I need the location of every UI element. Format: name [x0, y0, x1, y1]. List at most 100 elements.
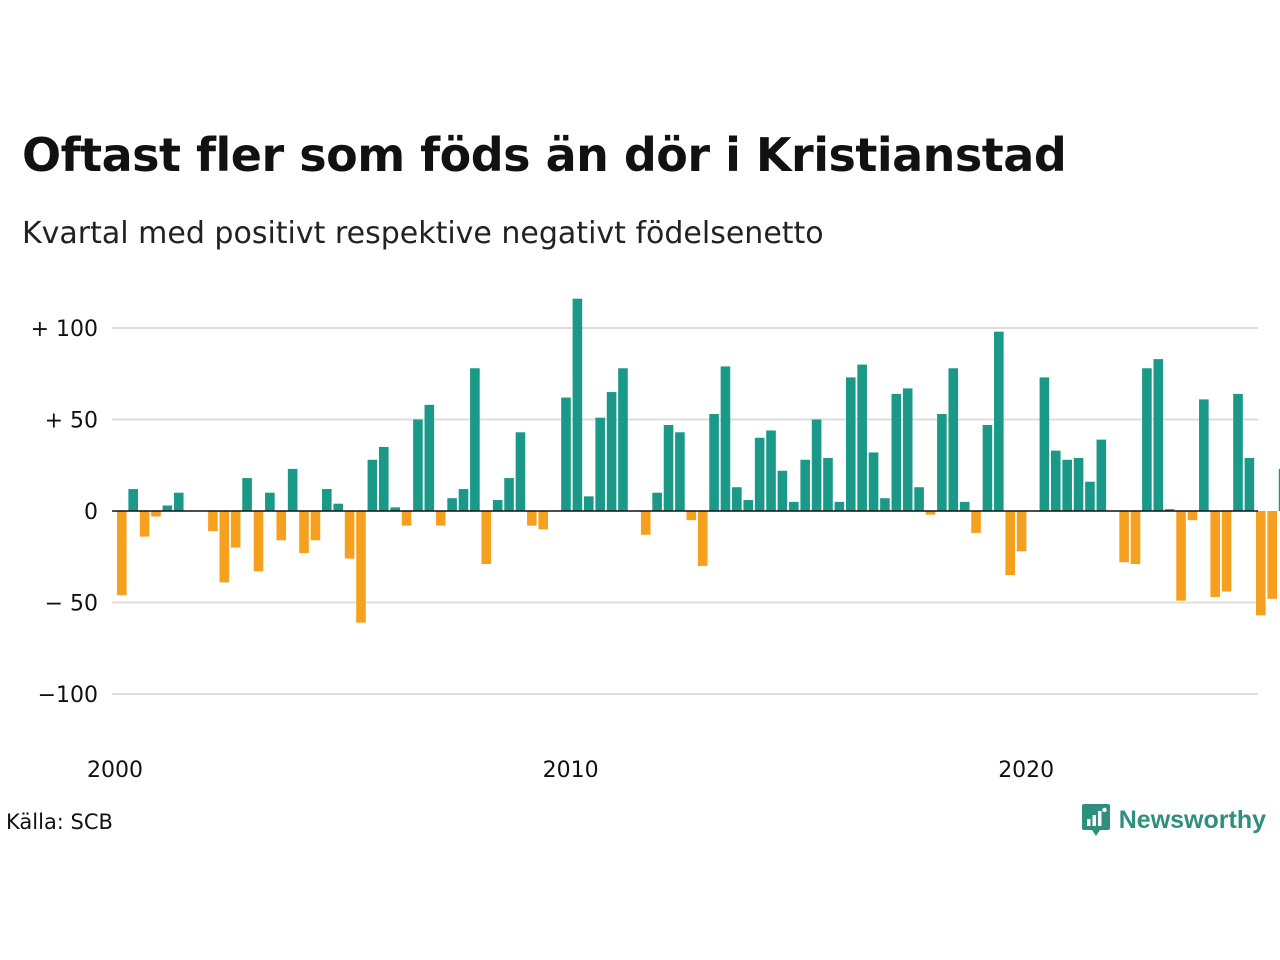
bar-2011Q1 — [618, 368, 628, 511]
bar-2019Q4 — [1016, 511, 1027, 552]
bar-2011Q3 — [640, 511, 651, 535]
chart-subtitle: Kvartal med positivt respektive negativt… — [22, 216, 824, 251]
bar-2018Q1 — [937, 414, 947, 511]
bar-2022Q2 — [1130, 511, 1141, 565]
bar-2023Q1 — [1164, 509, 1175, 511]
bar-2015Q1 — [800, 459, 810, 511]
bar-2000Q2 — [128, 489, 138, 511]
bar-2009Q1 — [527, 511, 537, 526]
source-note: Källa: SCB — [6, 810, 113, 834]
bar-2010Q2 — [583, 496, 594, 511]
y-axis-labels: + 100 + 50 0 − 50 −100 — [31, 317, 98, 708]
bar-2017Q2 — [902, 388, 913, 511]
bar-2004Q2 — [310, 511, 321, 541]
bar-2006Q2 — [401, 511, 412, 526]
y-tick-label: + 50 — [45, 409, 98, 434]
bar-2003Q4 — [287, 468, 298, 511]
bar-2021Q1 — [1073, 457, 1084, 511]
bar-2013Q3 — [732, 487, 742, 511]
bar-2021Q3 — [1096, 439, 1107, 511]
bar-2025Q2 — [1267, 511, 1277, 599]
bar-2010Q1 — [572, 298, 583, 511]
bar-2001Q2 — [173, 492, 184, 511]
y-tick-label: 0 — [84, 500, 98, 525]
bar-2003Q3 — [276, 511, 287, 541]
bar-2013Q1 — [709, 414, 719, 511]
bar-2012Q1 — [663, 424, 674, 511]
x-tick-label: 2010 — [543, 758, 599, 783]
bar-2015Q4 — [834, 501, 845, 511]
bar-2006Q1 — [390, 507, 400, 511]
bar-2019Q3 — [1005, 511, 1016, 576]
bar-2023Q2 — [1176, 511, 1186, 601]
bar-2015Q3 — [823, 457, 833, 511]
bar-2024Q4 — [1244, 457, 1255, 511]
bar-chart: + 100 + 50 0 − 50 −100 2000 2010 2020 — [31, 298, 1280, 783]
bar-2002Q4 — [242, 478, 252, 511]
y-tick-label: + 100 — [31, 317, 98, 342]
bar-2025Q3 — [1278, 468, 1280, 511]
bar-2010Q3 — [595, 417, 605, 511]
bar-2009Q4 — [561, 397, 571, 511]
bar-2018Q2 — [948, 368, 959, 511]
bar-2005Q3 — [367, 459, 378, 511]
bar-2017Q3 — [914, 487, 924, 511]
bar-2018Q4 — [971, 511, 981, 533]
bar-2004Q1 — [299, 511, 309, 554]
bar-2014Q1 — [754, 437, 765, 511]
y-tick-label: −100 — [38, 683, 98, 708]
bar-2019Q2 — [994, 331, 1004, 511]
bar-2005Q2 — [356, 511, 366, 623]
bar-2002Q1 — [208, 511, 218, 532]
bar-2014Q4 — [789, 501, 799, 511]
bar-2000Q1 — [117, 511, 127, 596]
bar-2024Q3 — [1233, 393, 1243, 511]
bar-2016Q2 — [857, 364, 867, 511]
chart-title: Oftast fler som föds än dör i Kristianst… — [22, 128, 1067, 182]
bar-2008Q3 — [504, 478, 514, 511]
bar-2005Q1 — [344, 511, 355, 559]
bar-2008Q1 — [481, 511, 492, 565]
bar-2000Q4 — [151, 511, 161, 517]
bar-2022Q4 — [1153, 359, 1164, 511]
bar-2024Q2 — [1221, 511, 1232, 592]
bar-2008Q2 — [492, 500, 503, 511]
bar-2007Q2 — [447, 498, 457, 511]
bar-2012Q2 — [675, 432, 685, 511]
bars — [117, 298, 1280, 623]
x-axis-labels: 2000 2010 2020 — [87, 758, 1054, 783]
bar-2003Q1 — [253, 511, 264, 572]
bar-2008Q4 — [515, 432, 526, 511]
bar-2020Q2 — [1039, 377, 1050, 511]
bar-2018Q3 — [959, 501, 970, 511]
bar-2016Q3 — [868, 452, 879, 511]
bar-2004Q4 — [333, 503, 344, 511]
brand-name: Newsworthy — [1118, 805, 1266, 834]
bar-2023Q3 — [1187, 511, 1198, 521]
y-tick-label: − 50 — [45, 592, 98, 617]
bar-2017Q4 — [925, 511, 936, 515]
bar-2024Q1 — [1210, 511, 1221, 598]
bar-2012Q4 — [697, 511, 708, 566]
bar-2014Q2 — [766, 430, 776, 511]
x-tick-label: 2020 — [998, 758, 1054, 783]
bar-2005Q4 — [378, 446, 389, 511]
bar-2011Q4 — [652, 492, 662, 511]
bar-2003Q2 — [265, 492, 275, 511]
bar-2016Q4 — [880, 498, 890, 511]
bar-2022Q3 — [1142, 368, 1152, 511]
newsworthy-logo-icon — [1081, 804, 1110, 836]
bar-2007Q1 — [435, 511, 446, 526]
bar-2022Q1 — [1119, 511, 1129, 563]
x-tick-label: 2000 — [87, 758, 143, 783]
bar-2004Q3 — [322, 489, 332, 511]
bar-2013Q4 — [743, 500, 754, 511]
bar-2014Q3 — [777, 470, 788, 511]
bar-2025Q1 — [1256, 511, 1266, 616]
bar-2001Q1 — [162, 505, 173, 511]
bar-2000Q3 — [139, 511, 150, 537]
bar-2006Q4 — [424, 404, 435, 511]
bar-2023Q4 — [1199, 399, 1209, 511]
bar-2002Q2 — [219, 511, 230, 583]
bar-2020Q4 — [1062, 459, 1072, 511]
